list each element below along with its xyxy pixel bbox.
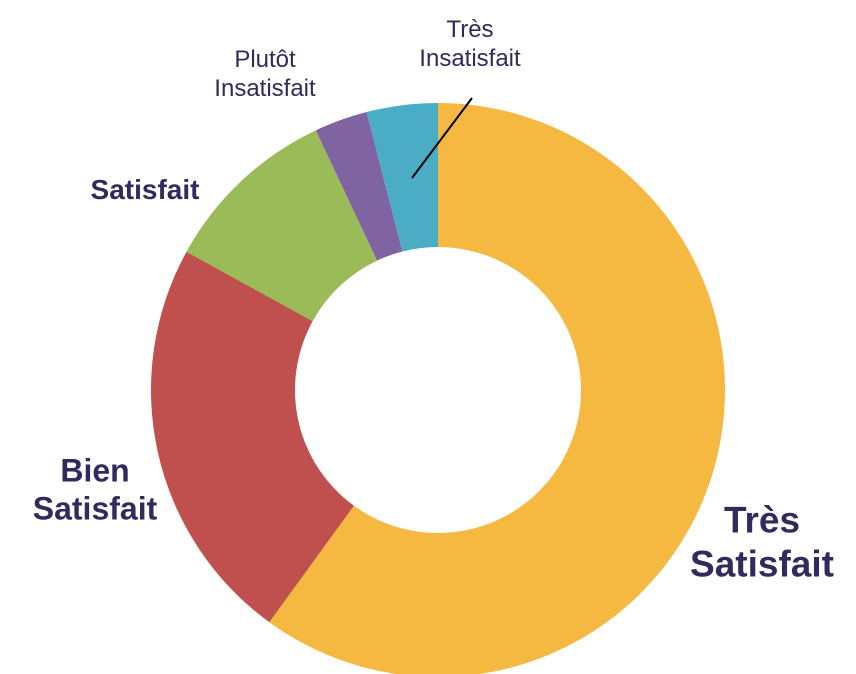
- category-label: Satisfait: [45, 173, 245, 207]
- category-label: Bien Satisfait: [15, 452, 175, 529]
- page: Très Satisfait Bien Satisfait Satisfait Plu…: [0, 0, 856, 674]
- category-label: Très Insatisfait: [395, 16, 545, 74]
- category-label: Très Satisfait: [672, 499, 852, 588]
- category-label: Plutôt Insatisfait: [190, 46, 340, 104]
